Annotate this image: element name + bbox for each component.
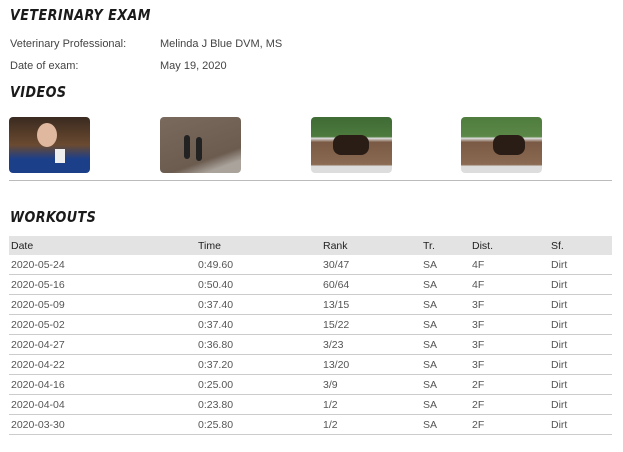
table-cell: Dirt: [549, 374, 612, 395]
table-cell: 3F: [470, 334, 549, 355]
table-cell: 2020-05-24: [9, 255, 196, 275]
table-row: 2020-05-16 0:50.40 60/64 SA 4F Dirt: [9, 274, 612, 295]
table-cell: Dirt: [549, 354, 612, 375]
table-cell: Dirt: [549, 314, 612, 335]
vet-exam-title: VETERINARY EXAM: [10, 6, 151, 24]
table-cell: SA: [421, 334, 470, 355]
table-cell: 3/23: [321, 334, 421, 355]
column-header: Date: [9, 236, 196, 255]
table-cell: 2020-05-09: [9, 294, 196, 315]
table-cell: 2020-04-27: [9, 334, 196, 355]
table-cell: 0:37.40: [196, 294, 321, 315]
table-cell: 2020-04-16: [9, 374, 196, 395]
workouts-table: Date Time Rank Tr. Dist. Sf. 2020-05-24 0:49.6…: [9, 236, 612, 435]
table-cell: Dirt: [549, 414, 612, 435]
table-cell: 0:23.80: [196, 394, 321, 415]
column-header: Rank: [321, 236, 421, 255]
table-cell: 4F: [470, 255, 549, 275]
video-thumbnail-interview[interactable]: [9, 117, 90, 173]
table-cell: 0:37.20: [196, 354, 321, 375]
professional-value: Melinda J Blue DVM, MS: [160, 38, 283, 50]
table-cell: SA: [421, 354, 470, 375]
exam-date-value: May 19, 2020: [160, 60, 227, 72]
table-row: 2020-05-24 0:49.60 30/47 SA 4F Dirt: [9, 255, 612, 275]
table-cell: 2020-03-30: [9, 414, 196, 435]
video-thumbnail-workout-2[interactable]: [461, 117, 542, 173]
table-cell: 0:50.40: [196, 274, 321, 295]
table-cell: 30/47: [321, 255, 421, 275]
table-cell: 60/64: [321, 274, 421, 295]
videos-title: VIDEOS: [10, 83, 67, 101]
column-header: Sf.: [549, 236, 612, 255]
table-row: 2020-05-09 0:37.40 13/15 SA 3F Dirt: [9, 294, 612, 315]
table-cell: 15/22: [321, 314, 421, 335]
table-cell: Dirt: [549, 274, 612, 295]
column-header: Tr.: [421, 236, 470, 255]
video-thumbnail-workout-1[interactable]: [311, 117, 392, 173]
table-cell: 4F: [470, 274, 549, 295]
table-cell: 2020-04-22: [9, 354, 196, 375]
table-row: 2020-04-22 0:37.20 13/20 SA 3F Dirt: [9, 354, 612, 375]
table-cell: SA: [421, 294, 470, 315]
table-cell: Dirt: [549, 255, 612, 275]
table-cell: 3F: [470, 294, 549, 315]
table-cell: 3F: [470, 354, 549, 375]
table-cell: 2F: [470, 414, 549, 435]
table-cell: 13/15: [321, 294, 421, 315]
table-cell: SA: [421, 314, 470, 335]
table-cell: SA: [421, 414, 470, 435]
table-cell: 3F: [470, 314, 549, 335]
table-cell: SA: [421, 255, 470, 275]
table-cell: 2020-04-04: [9, 394, 196, 415]
table-cell: 2020-05-02: [9, 314, 196, 335]
table-cell: 2020-05-16: [9, 274, 196, 295]
table-cell: Dirt: [549, 394, 612, 415]
table-row: 2020-03-30 0:25.80 1/2 SA 2F Dirt: [9, 414, 612, 435]
table-cell: 1/2: [321, 414, 421, 435]
table-cell: 13/20: [321, 354, 421, 375]
table-row: 2020-04-04 0:23.80 1/2 SA 2F Dirt: [9, 394, 612, 415]
table-header: Date Time Rank Tr. Dist. Sf.: [9, 236, 612, 255]
exam-date-label: Date of exam:: [10, 60, 79, 72]
table-cell: 3/9: [321, 374, 421, 395]
table-cell: 2F: [470, 394, 549, 415]
table-cell: 0:25.00: [196, 374, 321, 395]
table-cell: 0:25.80: [196, 414, 321, 435]
table-row: 2020-04-27 0:36.80 3/23 SA 3F Dirt: [9, 334, 612, 355]
table-cell: Dirt: [549, 334, 612, 355]
divider: [9, 180, 612, 181]
video-thumbnail-track[interactable]: [160, 117, 241, 173]
table-cell: 1/2: [321, 394, 421, 415]
professional-label: Veterinary Professional:: [10, 38, 127, 50]
table-cell: SA: [421, 274, 470, 295]
column-header: Dist.: [470, 236, 549, 255]
column-header: Time: [196, 236, 321, 255]
table-cell: Dirt: [549, 294, 612, 315]
table-cell: SA: [421, 374, 470, 395]
table-cell: 0:37.40: [196, 314, 321, 335]
table-row: 2020-05-02 0:37.40 15/22 SA 3F Dirt: [9, 314, 612, 335]
table-cell: 2F: [470, 374, 549, 395]
table-cell: 0:49.60: [196, 255, 321, 275]
table-cell: SA: [421, 394, 470, 415]
table-cell: 0:36.80: [196, 334, 321, 355]
table-row: 2020-04-16 0:25.00 3/9 SA 2F Dirt: [9, 374, 612, 395]
workouts-title: WORKOUTS: [10, 208, 97, 226]
